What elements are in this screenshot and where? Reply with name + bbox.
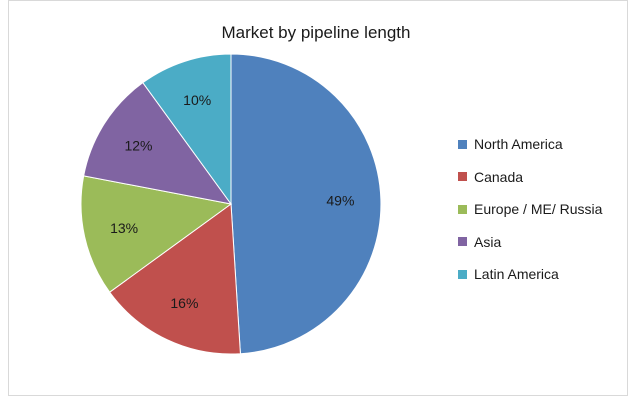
chart-legend: North America Canada Europe / ME/ Russia As… [458,128,602,291]
pie-slice-1 [108,203,241,355]
pie-slice-0 [230,53,382,355]
legend-label: Asia [474,233,502,250]
legend-swatch [458,204,467,214]
data-label-3: 12% [124,137,152,153]
pie-slice-4 [142,53,232,206]
data-label-1: 16% [170,295,198,311]
chart-title: Market by pipeline length [221,23,411,42]
legend-swatch [458,237,467,247]
legend-swatch [458,139,467,149]
legend-label: Latin America [474,266,559,283]
legend-item-1: Canada [458,161,602,194]
legend-item-0: North America [458,128,602,161]
legend-label: North America [474,136,563,153]
legend-swatch [458,172,467,182]
data-label-2: 13% [110,220,138,236]
legend-swatch [458,269,467,279]
legend-item-2: Europe / ME/ Russia [458,193,602,226]
legend-label: Europe / ME/ Russia [474,201,603,218]
data-label-0: 49% [326,193,354,209]
pie-slice-2 [80,175,233,293]
pie-slice-3 [83,81,233,205]
legend-label: Canada [474,168,524,185]
legend-item-3: Asia [458,226,602,259]
data-label-4: 10% [183,92,211,108]
legend-item-4: Latin America [458,258,602,291]
